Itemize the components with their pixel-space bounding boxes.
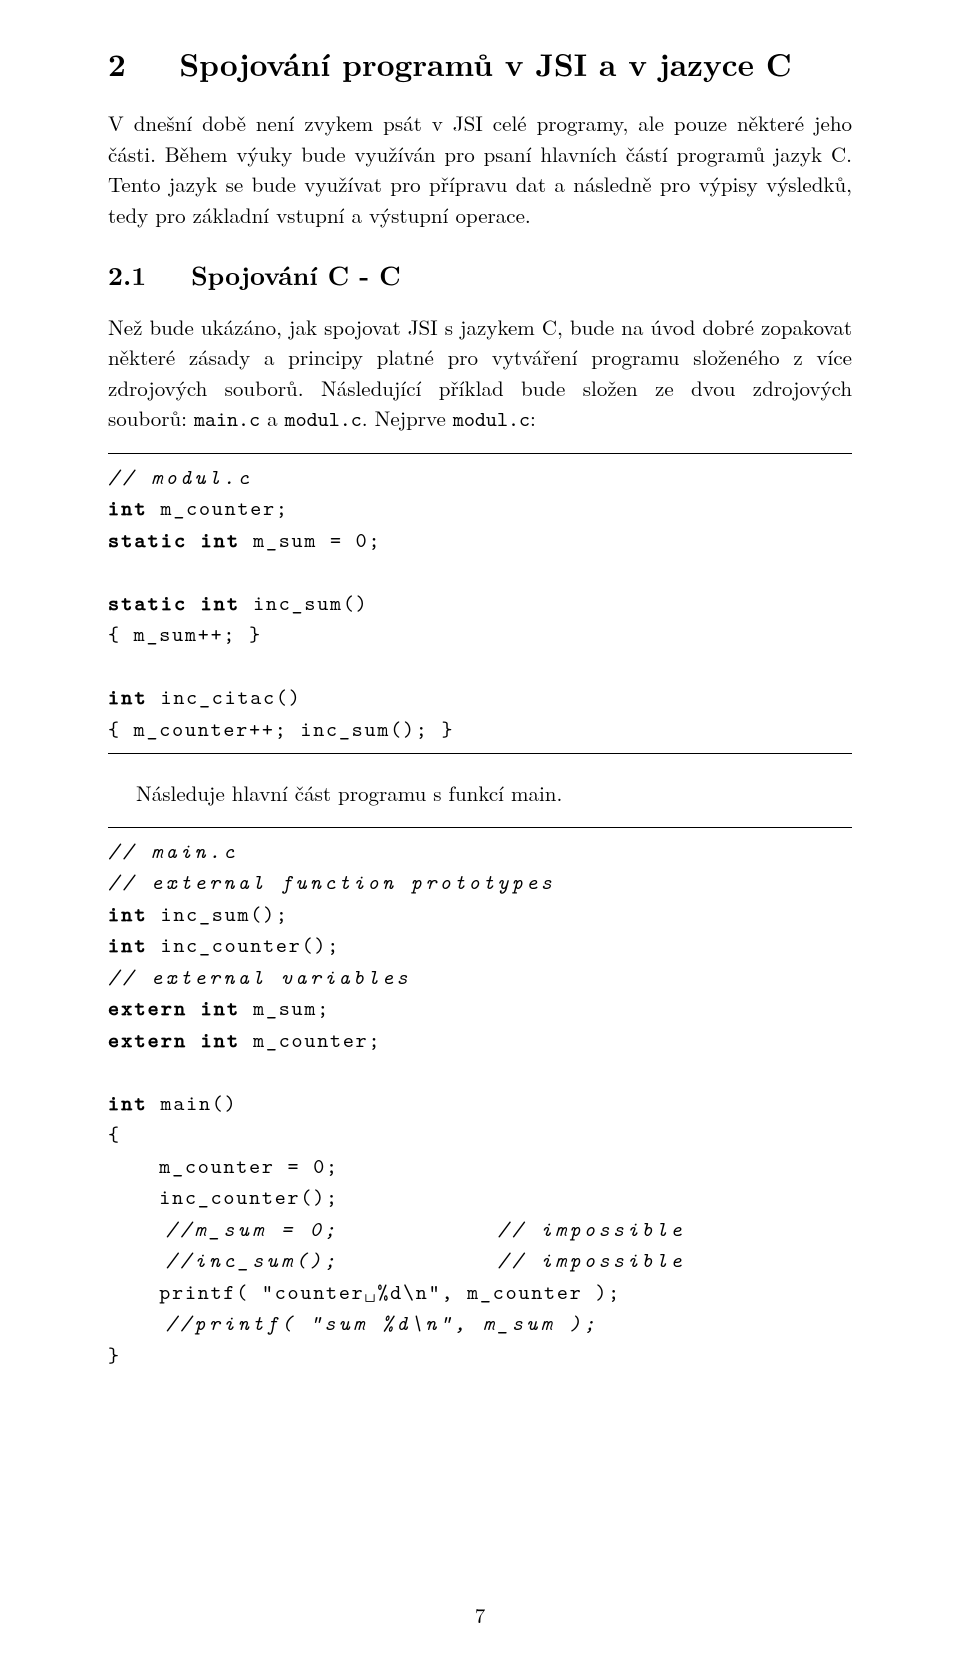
section-heading: 2 Spojování programů v JSI a v jazyce C [108,44,852,84]
code-text: m_counter; [240,1026,381,1054]
code-keyword: static int [108,526,240,554]
page: 2 Spojování programů v JSI a v jazyce C … [0,0,960,1660]
code-comment: //inc_sum(); // impossible [108,1246,685,1274]
para2-part-b: a [260,403,285,433]
code-comment: // external function prototypes [108,868,555,896]
tt-modul-c-1: modul.c [285,405,362,433]
code-block-main: // main.c // external function prototype… [108,827,852,1380]
tt-modul-c-2: modul.c [453,405,530,433]
subsection-number: 2.1 [108,256,146,293]
code-keyword: static int [108,589,240,617]
code-comment: // external variables [108,963,411,991]
code-text: inc_counter(); [108,1183,339,1211]
paragraph-3: Následuje hlavní část programu s funkcí … [108,778,852,808]
code-keyword: int [108,900,148,928]
code-text: inc_sum(); [148,900,289,928]
code-text: inc_counter(); [148,931,340,959]
code-keyword: int [108,1089,148,1117]
code-keyword: int [108,683,148,711]
code-text: m_sum; [240,994,330,1022]
para2-part-d: : [530,403,536,433]
code-keyword: int [108,931,148,959]
section-title: Spojování programů v JSI a v jazyce C [179,42,791,86]
code-comment: //m_sum = 0; // impossible [108,1215,685,1243]
code-text: m_counter; [148,494,289,522]
code-text: printf( "counter␣%d\n", m_counter ); [108,1278,621,1306]
code-keyword: extern int [108,1026,240,1054]
subsection-heading: 2.1 Spojování C - C [108,258,852,292]
code-main: // main.c // external function prototype… [108,836,852,1372]
page-number: 7 [0,1600,960,1630]
para2-part-c: . Nejprve [362,403,453,433]
tt-main-c: main.c [194,405,260,433]
code-text: { [108,1120,121,1148]
paragraph-2: Než bude ukázáno, jak spojovat JSI s jaz… [108,312,852,435]
code-block-modul: // modul.c int m_counter; static int m_s… [108,453,852,755]
code-text: inc_citac() [148,683,302,711]
code-text: } [108,1341,121,1369]
code-modul: // modul.c int m_counter; static int m_s… [108,462,852,746]
code-keyword: int [108,494,148,522]
code-comment: //printf( "sum %d\n", m_sum ); [108,1309,598,1337]
code-keyword: extern int [108,994,240,1022]
code-text: m_counter = 0; [108,1152,339,1180]
code-text: main() [148,1089,238,1117]
code-comment: // modul.c [108,463,252,491]
section-number: 2 [108,42,126,86]
code-comment: // main.c [108,837,238,865]
code-text: { m_counter++; inc_sum(); } [108,715,454,743]
subsection-title: Spojování C - C [191,256,401,293]
code-text: { m_sum++; } [108,620,262,648]
paragraph-1: V dnešní době není zvykem psát v JSI cel… [108,108,852,230]
code-text: inc_sum() [240,589,368,617]
code-text: m_sum = 0; [240,526,381,554]
